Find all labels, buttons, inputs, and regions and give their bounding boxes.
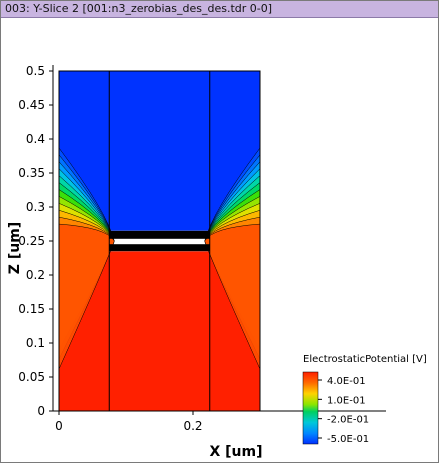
x-tick-label: 0	[55, 419, 63, 433]
legend-tick-label: 1.0E-01	[327, 395, 366, 406]
y-tick-label: 0.4	[26, 132, 45, 146]
contour-plot[interactable]: 0 0.05 0.1 0.15 0.2 0.25 0.3 0.35 0.4 0.45 0.5 0 0.2…	[1, 18, 438, 462]
x-axis-title: X [um]	[209, 444, 262, 460]
plot-area	[58, 70, 261, 412]
upper-interface	[109, 230, 210, 239]
y-tick-label: 0.25	[18, 234, 45, 248]
y-tick-label: 0.5	[26, 64, 45, 78]
title-bar[interactable]: 003: Y-Slice 2 [001:n3_zerobias_des_des.…	[1, 1, 438, 18]
y-tick-label: 0	[37, 404, 45, 418]
y-tick-label: 0.1	[26, 336, 45, 350]
legend-tick-label: -2.0E-01	[327, 415, 369, 426]
legend-colorbar	[302, 371, 319, 445]
x-tick-label: 0.2	[183, 419, 202, 433]
y-tick-label: 0.45	[18, 98, 45, 112]
window-title: 003: Y-Slice 2 [001:n3_zerobias_des_des.…	[5, 2, 273, 15]
y-axis-title: Z [um]	[7, 222, 23, 274]
y-tick-label: 0.2	[26, 268, 45, 282]
y-tick-label: 0.35	[18, 166, 45, 180]
y-tick-label: 0.05	[18, 370, 45, 384]
y-tick-label: 0.15	[18, 302, 45, 316]
legend: ElectrostaticPotential [V] 4.0E-01 1.0E-01…	[302, 354, 427, 445]
legend-tick-label: -5.0E-01	[327, 434, 369, 445]
y-tick-label: 0.3	[26, 200, 45, 214]
axes: 0 0.05 0.1 0.15 0.2 0.25 0.3 0.35 0.4 0.45 0.5 0 0.2…	[7, 64, 386, 460]
lower-interface	[109, 244, 210, 252]
legend-tick-label: 4.0E-01	[327, 376, 366, 387]
legend-title: ElectrostaticPotential [V]	[303, 354, 427, 365]
